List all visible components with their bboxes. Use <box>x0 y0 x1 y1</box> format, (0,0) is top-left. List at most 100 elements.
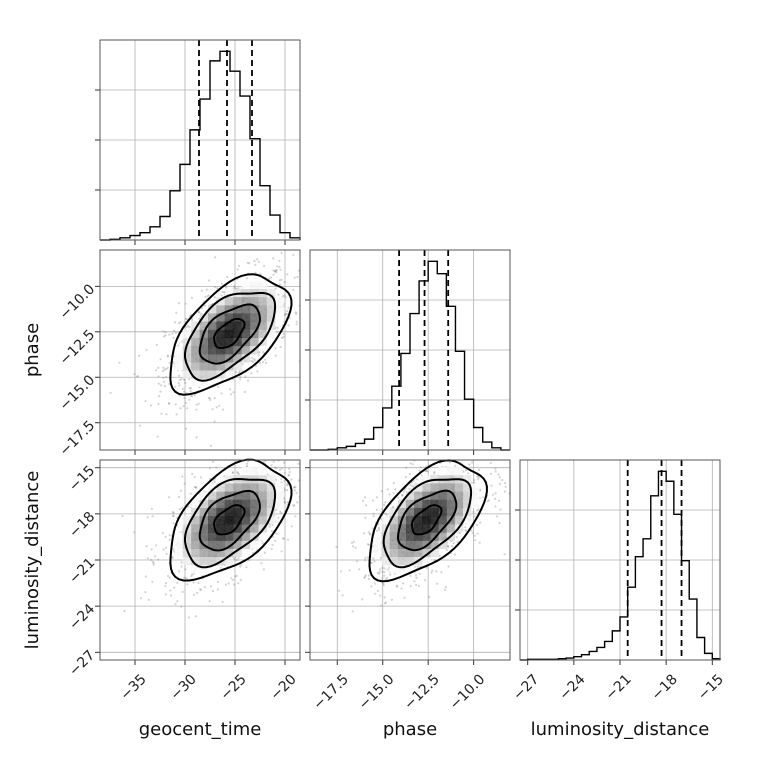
sample-point <box>154 555 157 558</box>
sample-point <box>307 461 309 463</box>
sample-point <box>471 461 474 464</box>
sample-point <box>245 277 248 280</box>
sample-point <box>277 454 279 456</box>
sample-point <box>150 507 153 510</box>
sample-point <box>381 570 384 573</box>
sample-point <box>284 313 287 316</box>
sample-point <box>145 348 148 351</box>
density-cell <box>182 548 192 558</box>
sample-point <box>464 526 467 529</box>
density-cell <box>191 532 200 541</box>
sample-point <box>271 524 274 527</box>
sample-point <box>327 259 329 261</box>
sample-point <box>189 492 192 495</box>
sample-point <box>233 285 236 288</box>
density-cell <box>422 491 431 500</box>
sample-point <box>497 444 499 446</box>
xtick-label-geocent_time-0: −35 <box>118 671 150 703</box>
sample-point <box>283 489 286 492</box>
density-cell <box>389 548 399 558</box>
density-cell <box>208 378 217 387</box>
sample-point <box>504 482 507 485</box>
sample-point <box>180 561 183 564</box>
sample-point <box>383 503 386 507</box>
sample-point <box>197 311 200 314</box>
sample-point <box>317 487 319 489</box>
sample-point <box>239 565 242 568</box>
sample-point <box>372 512 375 515</box>
density-cell <box>414 524 423 533</box>
density-cell <box>191 556 200 566</box>
density-cell <box>208 354 217 363</box>
density-cell <box>241 532 251 541</box>
density-cell <box>174 345 184 355</box>
density-cell <box>258 515 268 525</box>
density-cell <box>224 499 234 508</box>
contour-geocent_time-luminosity_distance-level-1 <box>198 489 261 552</box>
density-cell <box>241 507 251 517</box>
density-cell <box>208 548 217 558</box>
sample-point <box>150 558 153 562</box>
sample-point <box>464 529 467 532</box>
density-cell <box>216 507 226 517</box>
sample-point <box>364 575 367 578</box>
density-cell <box>233 337 242 347</box>
sample-point <box>168 534 171 537</box>
sample-point <box>379 568 382 571</box>
sample-point <box>287 474 290 477</box>
sample-point <box>264 361 268 364</box>
density-cell <box>216 499 226 508</box>
density-cell <box>241 354 251 363</box>
sample-point <box>157 382 160 385</box>
density-cell <box>250 524 259 533</box>
sample-point <box>217 385 220 388</box>
sample-point <box>232 578 235 581</box>
sample-point <box>311 258 313 260</box>
sample-point <box>150 548 153 551</box>
sample-point <box>497 425 499 427</box>
density-cell <box>250 313 259 322</box>
density-cell <box>199 548 209 558</box>
density-cell <box>430 515 439 525</box>
sample-point <box>332 495 334 497</box>
sample-point <box>280 445 282 447</box>
sample-point <box>415 576 418 580</box>
sample-point <box>184 568 187 571</box>
density-cell <box>430 540 439 549</box>
sample-point <box>311 479 313 481</box>
sample-point <box>191 573 194 576</box>
density-cell <box>191 337 200 347</box>
sample-point <box>174 385 177 388</box>
sample-point <box>276 265 279 268</box>
density-cell <box>266 491 276 500</box>
sample-point <box>379 604 383 607</box>
sample-point <box>402 490 405 493</box>
sample-point <box>276 331 279 334</box>
sample-point <box>151 580 154 583</box>
density-cell <box>224 297 234 306</box>
density-cell <box>191 524 200 533</box>
panel-frame-0-0 <box>99 39 301 241</box>
density-cell <box>233 548 242 558</box>
sample-point <box>274 270 277 273</box>
sample-point <box>275 508 278 511</box>
xtick-label-luminosity_distance-1: −24 <box>556 671 588 703</box>
sample-point <box>478 468 481 471</box>
sample-point <box>411 463 414 466</box>
sample-point <box>303 290 305 292</box>
sample-point <box>221 600 224 604</box>
sample-point <box>363 496 366 499</box>
density-cell <box>233 305 242 314</box>
density-cell <box>216 540 226 549</box>
density-cell <box>266 313 276 322</box>
sample-point <box>197 310 200 313</box>
sample-point <box>257 354 260 357</box>
sample-point <box>259 362 262 365</box>
density-cell <box>191 548 200 558</box>
sample-point <box>149 404 152 407</box>
sample-point <box>237 582 240 585</box>
sample-point <box>213 480 216 483</box>
sample-point <box>201 307 204 310</box>
sample-point <box>169 594 173 597</box>
